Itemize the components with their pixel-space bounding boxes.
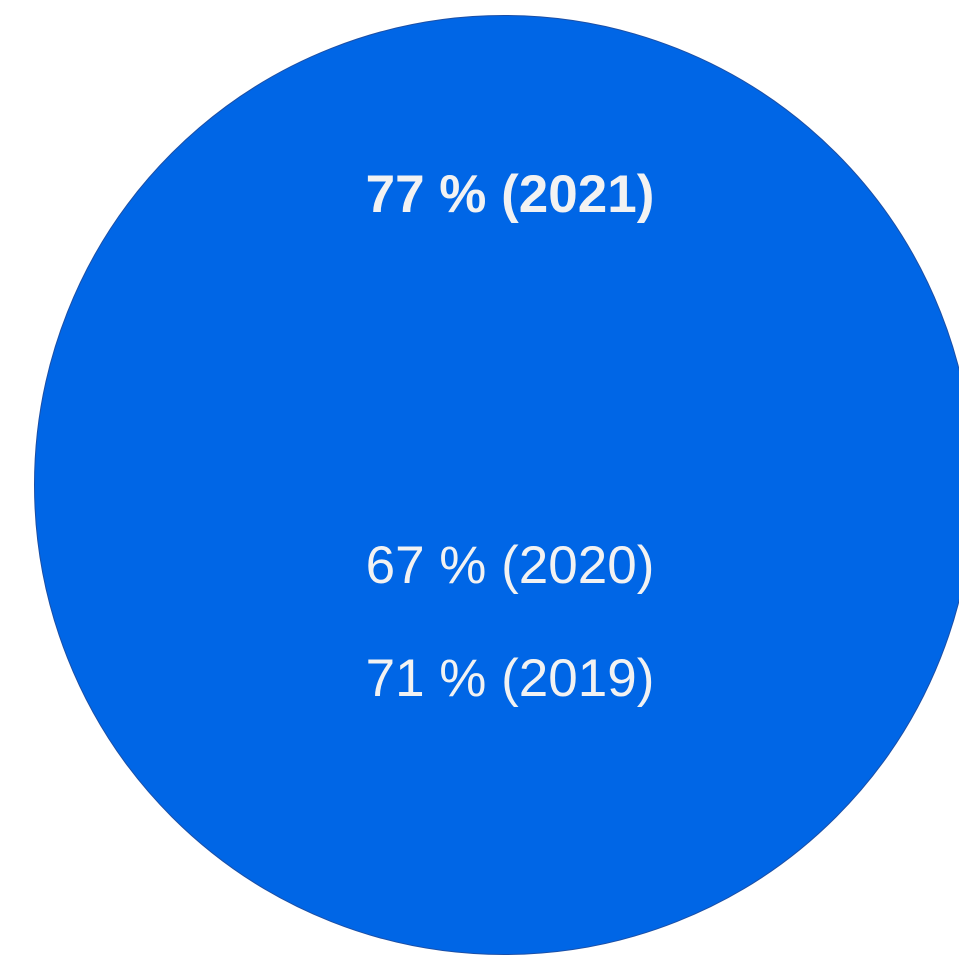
blue-circle bbox=[34, 15, 959, 955]
stat-2019: 71 % (2019) bbox=[365, 649, 655, 708]
stat-2021: 77 % (2021) bbox=[365, 165, 655, 224]
stat-2020: 67 % (2020) bbox=[365, 536, 655, 595]
